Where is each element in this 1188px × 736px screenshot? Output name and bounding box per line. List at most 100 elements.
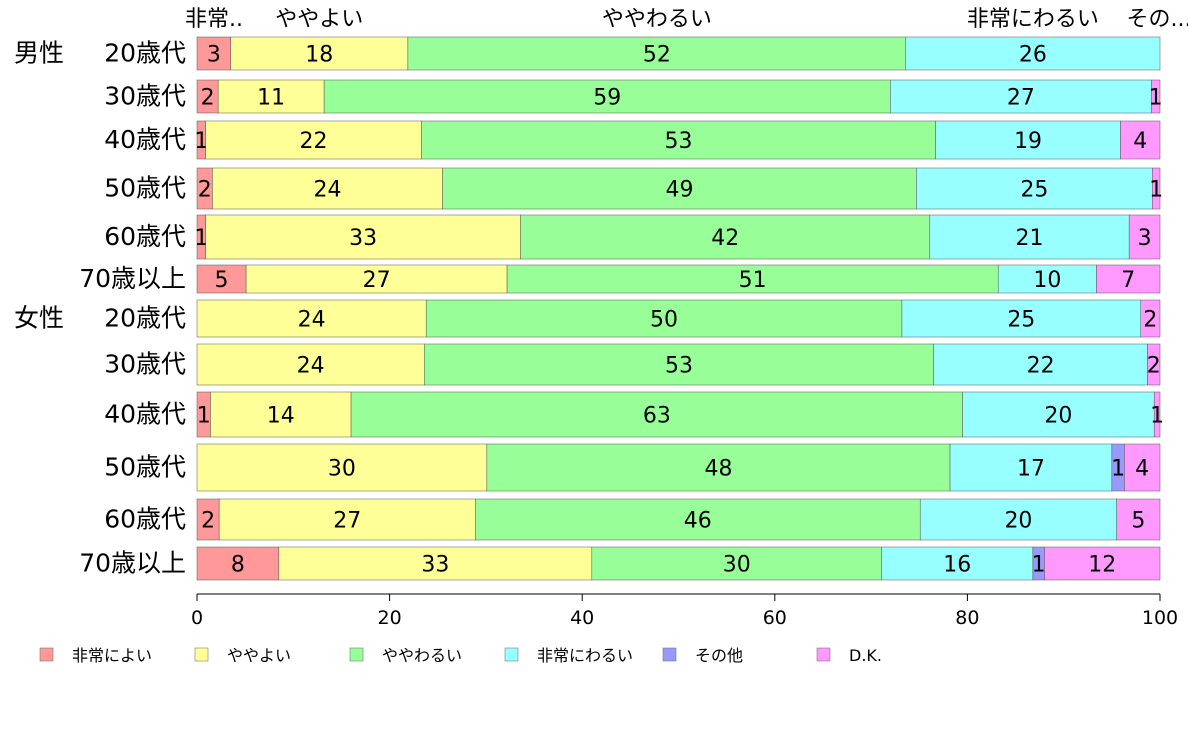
bar-segment — [421, 120, 936, 160]
x-axis: 0 20 40 60 80 100 — [191, 593, 1178, 629]
data-label: 26 — [1019, 43, 1047, 68]
legend-swatch — [39, 647, 54, 662]
data-label: 10 — [1033, 268, 1061, 293]
data-label: 21 — [1016, 226, 1044, 251]
bar-segment — [881, 546, 1034, 581]
top-label: その... — [1127, 7, 1188, 32]
data-label: 1 — [1149, 178, 1163, 203]
top-label: ややわるい — [602, 7, 712, 32]
row-label: 30歳代 — [104, 350, 186, 379]
bar-segment — [1044, 546, 1161, 581]
bar-segment — [245, 264, 508, 294]
group-label: 女性 — [14, 304, 64, 333]
data-label: 5 — [1131, 509, 1145, 534]
legend-label: 非常にわるい — [537, 646, 633, 665]
x-tick-label: 100 — [1142, 607, 1178, 629]
bar-segment — [218, 498, 476, 541]
bar-segment — [217, 79, 325, 114]
bar-segment — [905, 36, 1161, 71]
data-label: 53 — [665, 129, 693, 154]
data-label: 52 — [643, 43, 671, 68]
bar-segment — [196, 546, 280, 581]
bar-segment — [916, 167, 1153, 210]
data-label: 16 — [943, 553, 971, 578]
bar-segment — [1153, 391, 1161, 438]
row-label: 70歳以上 — [79, 549, 186, 578]
data-label: 12 — [1088, 553, 1116, 578]
data-label: 4 — [1133, 129, 1147, 154]
data-label: 17 — [1017, 457, 1045, 482]
data-label: 7 — [1121, 268, 1135, 293]
bar-segment — [196, 36, 231, 71]
data-label: 49 — [665, 178, 693, 203]
bar-segment — [591, 546, 882, 581]
data-label: 48 — [704, 457, 732, 482]
data-label: 25 — [1020, 178, 1048, 203]
data-label: 42 — [711, 226, 739, 251]
row-label: 70歳以上 — [79, 264, 186, 293]
bar-segment — [230, 36, 409, 71]
x-tick-label: 0 — [191, 607, 203, 629]
row-label: 40歳代 — [104, 400, 186, 429]
bar-segment — [1147, 343, 1161, 386]
legend-label: ややよい — [227, 646, 291, 665]
group-label: 男性 — [14, 39, 64, 68]
bar-segment — [997, 264, 1097, 294]
top-label: 非常にわるい — [967, 7, 1099, 32]
bar-segment — [929, 214, 1130, 260]
data-label: 1 — [1149, 86, 1163, 111]
legend-swatch — [504, 647, 519, 662]
bar-segment — [1140, 299, 1161, 338]
data-label: 2 — [201, 86, 215, 111]
bar-segment — [212, 167, 443, 210]
bar-segment — [205, 120, 422, 160]
bar-segment — [205, 214, 521, 260]
bar-segment — [1152, 167, 1161, 210]
data-label: 18 — [305, 43, 333, 68]
bar-segment — [1124, 443, 1161, 492]
bar-segment — [196, 343, 425, 386]
data-label: 51 — [739, 268, 767, 293]
bar-segment — [1116, 498, 1161, 541]
legend-label: 非常によい — [72, 646, 152, 665]
data-label: 19 — [1014, 129, 1042, 154]
bar-segment — [210, 391, 352, 438]
bar-segment — [1096, 264, 1161, 294]
row-label: 60歳代 — [104, 222, 186, 251]
x-tick-label: 40 — [570, 607, 594, 629]
data-label: 24 — [298, 308, 326, 333]
data-label: 20 — [1004, 509, 1032, 534]
data-label: 53 — [665, 354, 693, 379]
top-label: ややよい — [275, 7, 363, 32]
data-label: 1 — [194, 129, 208, 154]
data-label: 33 — [349, 226, 377, 251]
data-label: 46 — [684, 509, 712, 534]
data-label: 27 — [363, 268, 391, 293]
data-label: 3 — [1138, 226, 1152, 251]
data-label: 2 — [198, 178, 212, 203]
top-label: 非常.. — [185, 7, 243, 32]
legend-label: その他 — [695, 646, 743, 665]
data-label: 14 — [267, 404, 295, 429]
data-label: 2 — [1147, 354, 1161, 379]
x-tick-label: 60 — [763, 607, 787, 629]
data-label: 63 — [643, 404, 671, 429]
bar-segment — [933, 343, 1148, 386]
legend: 非常によい ややよい ややわるい 非常にわるい その他 D.K. — [39, 646, 882, 665]
bar-segment — [962, 391, 1155, 438]
data-label: 1 — [194, 226, 208, 251]
legend-label: ややわるい — [382, 646, 462, 665]
data-label: 27 — [333, 509, 361, 534]
legend-label: D.K. — [849, 646, 882, 665]
bar-segment — [278, 546, 593, 581]
row-label: 20歳代 — [104, 39, 186, 68]
data-label: 8 — [231, 553, 245, 578]
data-label: 1 — [197, 404, 211, 429]
bar-segment — [1120, 120, 1161, 160]
data-label: 3 — [207, 43, 221, 68]
data-label: 1 — [1032, 553, 1046, 578]
bar-segment — [919, 498, 1117, 541]
data-label: 1 — [1150, 404, 1164, 429]
row-label: 60歳代 — [104, 505, 186, 534]
